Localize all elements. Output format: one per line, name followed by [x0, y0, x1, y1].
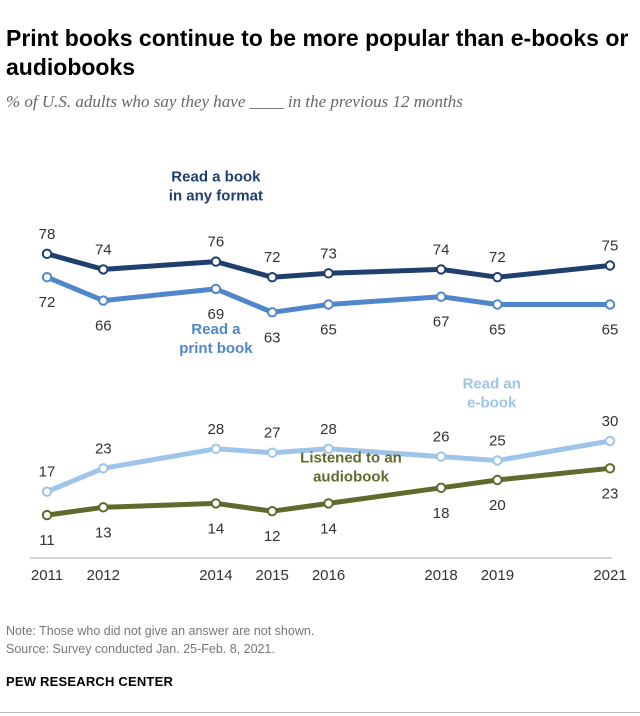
organization-name: PEW RESEARCH CENTER	[6, 674, 174, 689]
data-point-listened-to-an-audiobook-2015	[267, 506, 278, 517]
data-point-read-a-book-in-any-format-2012	[98, 264, 109, 275]
data-point-read-an-e-book-2012	[98, 463, 109, 474]
data-point-listened-to-an-audiobook-2016	[323, 498, 334, 509]
data-point-read-a-print-book-2015	[267, 307, 278, 318]
data-point-read-a-book-in-any-format-2015	[267, 272, 278, 283]
data-point-read-an-e-book-2016	[323, 443, 334, 454]
data-label-read-a-print-book-2021: 65	[602, 322, 619, 339]
data-label-read-a-print-book-2019: 65	[489, 322, 506, 339]
data-label-read-a-book-in-any-format-2015: 72	[264, 249, 281, 266]
data-point-read-a-book-in-any-format-2019	[492, 272, 503, 283]
series-label-read-a-book-in-any-format-line-1: Read a book	[171, 169, 261, 186]
data-label-read-a-book-in-any-format-2012: 74	[95, 241, 112, 258]
data-point-listened-to-an-audiobook-2012	[98, 502, 109, 513]
series-label-read-an-e-book-line-1: Read an	[463, 375, 521, 392]
data-point-read-an-e-book-2021	[604, 435, 616, 447]
data-label-read-an-e-book-2012: 23	[95, 440, 112, 457]
data-point-read-an-e-book-2011	[41, 486, 53, 497]
data-point-read-a-print-book-2019	[492, 299, 503, 310]
data-point-read-a-print-book-2016	[323, 299, 334, 310]
data-label-read-an-e-book-2021: 30	[602, 413, 619, 430]
data-point-listened-to-an-audiobook-2019	[492, 474, 503, 486]
series-line-listened-to-an-audiobook	[44, 465, 613, 518]
data-label-listened-to-an-audiobook-2018: 18	[433, 505, 450, 522]
x-tick-label-2019: 2019	[481, 567, 514, 584]
data-label-read-a-print-book-2012: 66	[95, 318, 112, 335]
data-point-read-a-print-book-2011	[41, 272, 53, 283]
series-label-read-a-print-book-line-1: Read a	[191, 321, 241, 338]
data-label-read-a-print-book-2011: 72	[39, 294, 56, 311]
data-label-read-an-e-book-2018: 26	[433, 429, 450, 446]
data-label-read-a-print-book-2018: 67	[433, 314, 450, 331]
series-label-read-a-print-book-line-2: print book	[179, 340, 253, 357]
x-tick-label-2011: 2011	[31, 567, 63, 584]
data-point-read-a-book-in-any-format-2011	[41, 248, 53, 260]
data-label-read-a-print-book-2015: 63	[264, 329, 281, 346]
data-label-listened-to-an-audiobook-2016: 14	[320, 520, 337, 537]
data-label-read-a-print-book-2016: 65	[320, 322, 337, 339]
data-label-read-a-book-in-any-format-2011: 78	[39, 226, 56, 243]
data-label-read-a-book-in-any-format-2018: 74	[433, 241, 450, 258]
data-point-read-a-print-book-2014	[210, 283, 222, 295]
data-label-listened-to-an-audiobook-2015: 12	[264, 528, 281, 545]
chart-subtitle: % of U.S. adults who say they have ____ …	[6, 92, 463, 111]
data-label-listened-to-an-audiobook-2014: 14	[208, 520, 225, 537]
series-label-listened-to-an-audiobook-line-1: Listened to an	[300, 449, 402, 466]
series-label-read-an-e-book-line-2: e-book	[467, 394, 517, 411]
series-line-read-a-book-in-any-format	[44, 251, 613, 280]
data-point-listened-to-an-audiobook-2021	[604, 463, 616, 474]
data-label-read-an-e-book-2014: 28	[208, 421, 225, 438]
data-label-read-a-book-in-any-format-2014: 76	[208, 234, 225, 251]
footer-divider	[0, 712, 640, 713]
x-tick-label-2012: 2012	[87, 567, 120, 584]
data-point-read-an-e-book-2015	[267, 447, 278, 458]
data-point-listened-to-an-audiobook-2014	[210, 498, 222, 509]
data-label-listened-to-an-audiobook-2019: 20	[489, 497, 506, 514]
x-tick-label-2021: 2021	[593, 567, 626, 584]
data-point-read-an-e-book-2018	[435, 451, 447, 462]
data-point-read-a-book-in-any-format-2018	[435, 264, 447, 275]
data-point-listened-to-an-audiobook-2018	[435, 482, 447, 493]
data-point-read-a-print-book-2021	[604, 299, 616, 310]
data-label-read-a-book-in-any-format-2019: 72	[489, 249, 506, 266]
data-label-read-an-e-book-2016: 28	[320, 421, 337, 438]
x-tick-label-2018: 2018	[424, 567, 457, 584]
data-label-listened-to-an-audiobook-2011: 11	[39, 532, 55, 549]
data-point-read-an-e-book-2014	[210, 443, 222, 454]
data-label-listened-to-an-audiobook-2021: 23	[602, 485, 619, 502]
data-label-listened-to-an-audiobook-2012: 13	[95, 524, 112, 541]
data-point-read-a-print-book-2012	[98, 295, 109, 306]
data-point-read-a-book-in-any-format-2016	[323, 268, 334, 279]
data-label-read-an-e-book-2015: 27	[264, 425, 281, 442]
data-label-read-a-print-book-2014: 69	[208, 306, 225, 323]
data-point-listened-to-an-audiobook-2011	[41, 509, 53, 521]
x-tick-label-2014: 2014	[199, 567, 232, 584]
data-point-read-a-book-in-any-format-2021	[604, 260, 616, 271]
x-tick-label-2016: 2016	[312, 567, 345, 584]
data-label-read-a-book-in-any-format-2016: 73	[320, 245, 337, 262]
data-label-read-a-book-in-any-format-2021: 75	[602, 238, 619, 255]
series-line-read-an-e-book	[44, 438, 613, 495]
chart-title: Print books continue to be more popular …	[6, 25, 629, 80]
series-line-read-a-print-book	[44, 274, 613, 315]
data-label-read-an-e-book-2019: 25	[489, 433, 506, 450]
data-point-read-a-book-in-any-format-2014	[210, 256, 222, 267]
data-label-read-an-e-book-2011: 17	[39, 464, 56, 481]
series-label-listened-to-an-audiobook-line-2: audiobook	[313, 468, 389, 485]
series-label-read-a-book-in-any-format-line-2: in any format	[169, 188, 263, 205]
chart-source: Source: Survey conducted Jan. 25-Feb. 8,…	[6, 642, 275, 656]
data-point-read-an-e-book-2019	[492, 455, 503, 466]
chart-note: Note: Those who did not give an answer a…	[6, 624, 315, 638]
data-point-read-a-print-book-2018	[435, 291, 447, 302]
x-tick-label-2015: 2015	[256, 567, 289, 584]
